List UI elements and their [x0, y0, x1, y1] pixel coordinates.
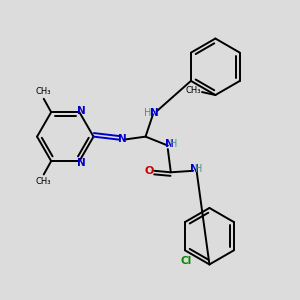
Text: H: H [195, 164, 203, 174]
Text: Cl: Cl [181, 256, 192, 266]
Text: CH₃: CH₃ [36, 87, 52, 96]
Text: N: N [150, 108, 159, 118]
Text: H: H [170, 139, 178, 149]
Text: N: N [77, 158, 86, 168]
Text: N: N [118, 134, 127, 144]
Text: CH₃: CH₃ [36, 177, 52, 186]
Text: CH₃: CH₃ [185, 86, 200, 95]
Text: H: H [144, 108, 151, 118]
Text: O: O [144, 166, 154, 176]
Text: N: N [165, 139, 174, 149]
Text: N: N [190, 164, 199, 174]
Text: N: N [77, 106, 86, 116]
